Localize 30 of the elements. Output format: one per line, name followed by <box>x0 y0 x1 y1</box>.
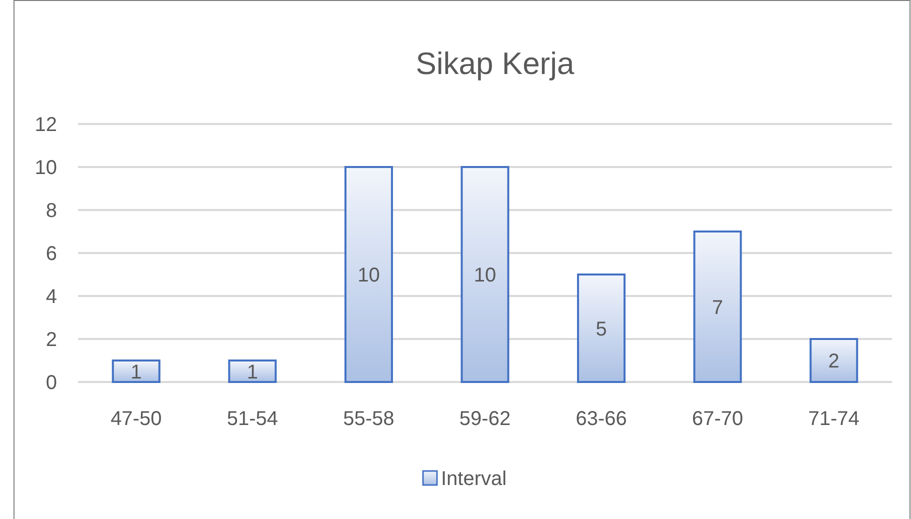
bar <box>344 166 393 383</box>
y-tick-label: 2 <box>46 329 57 351</box>
data-label: 10 <box>358 264 380 286</box>
x-tick-label: 67-70 <box>692 408 744 430</box>
bar <box>577 274 626 383</box>
x-tick-label: 55-58 <box>343 408 394 430</box>
y-tick-label: 10 <box>34 157 57 179</box>
y-tick-label: 4 <box>46 286 57 308</box>
x-tick-label: 51-54 <box>226 408 278 430</box>
bar <box>112 360 160 383</box>
data-label: 10 <box>474 264 496 286</box>
y-tick-label: 0 <box>46 372 57 394</box>
data-label: 7 <box>712 296 724 319</box>
x-tick-label: 71-74 <box>808 408 860 430</box>
bar <box>228 360 277 383</box>
bar <box>810 338 858 383</box>
data-label: 1 <box>130 361 142 384</box>
bar <box>693 230 742 383</box>
data-label: 2 <box>828 350 840 372</box>
data-label: 1 <box>246 361 258 384</box>
x-tick-label: 59-62 <box>459 408 511 430</box>
chart-title: Sikap Kerja <box>416 46 576 81</box>
y-tick-label: 6 <box>46 243 57 265</box>
x-tick-label: 63-66 <box>576 408 627 430</box>
bar <box>460 166 510 383</box>
x-tick-label: 47-50 <box>110 408 162 430</box>
y-tick-label: 12 <box>34 114 57 136</box>
y-tick-label: 8 <box>46 200 57 222</box>
data-label: 5 <box>596 318 607 340</box>
legend-label: Interval <box>441 468 507 490</box>
